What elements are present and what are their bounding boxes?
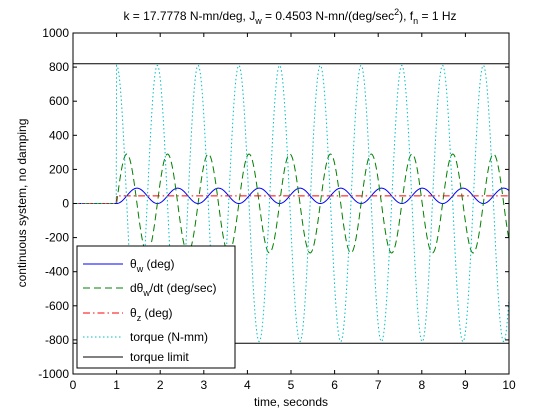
x-tick-label-5: 5: [288, 378, 295, 392]
title-fn-sub: n: [413, 16, 418, 26]
y-tick-label-0: 0: [62, 197, 69, 211]
x-tick-label-0: 0: [70, 378, 77, 392]
legend-label-torque: torque (N-mm): [130, 330, 208, 344]
title-jw-value: = 0.4503 N-mn/(deg/sec: [262, 9, 394, 23]
series-line-dtheta_w_dt: [73, 153, 510, 254]
title-fn-pre: ), f: [399, 9, 414, 23]
y-tick-label--400: -400: [45, 265, 69, 279]
legend-box: [76, 245, 236, 369]
y-tick-label-800: 800: [49, 60, 69, 74]
y-tick-label--600: -600: [45, 299, 69, 313]
legend-items: θw (deg) dθw/dt (deg/sec) θz (deg) torque (…: [83, 257, 217, 364]
x-tick-label-8: 8: [418, 378, 425, 392]
x-tick-label-9: 9: [462, 378, 469, 392]
ticks-layer: 0 1 2 3 4 5 6 7 8 9 10 -1000 -800 -600 -400 -200 0 200 400…: [38, 26, 516, 392]
y-tick-label--1000: -1000: [38, 367, 69, 381]
x-tick-label-10: 10: [502, 378, 516, 392]
y-tick-label-1000: 1000: [42, 26, 69, 40]
title-jw-sub: w: [254, 16, 262, 26]
legend-label-theta_z: θz (deg): [130, 306, 173, 323]
chart-title: k = 17.7778 N-mn/deg, Jw = 0.4503 N-mn/(…: [123, 7, 456, 26]
legend-label-dtheta_w_dt: dθw/dt (deg/sec): [130, 281, 217, 298]
title-k: k = 17.7778 N-mn/deg, J: [123, 9, 255, 23]
y-tick-label--200: -200: [45, 231, 69, 245]
y-tick-label-400: 400: [49, 128, 69, 142]
series-line-theta_w: [73, 187, 510, 205]
x-tick-label-2: 2: [157, 378, 164, 392]
legend-label-torque-limit: torque limit: [130, 350, 189, 364]
title-fn-value: = 1 Hz: [418, 9, 456, 23]
x-tick-label-4: 4: [244, 378, 251, 392]
x-tick-label-6: 6: [331, 378, 338, 392]
x-tick-label-7: 7: [375, 378, 382, 392]
y-axis-label: continuous system, no damping: [15, 119, 29, 288]
title-sq: 2: [394, 7, 399, 17]
y-tick-label--800: -800: [45, 333, 69, 347]
y-tick-label-200: 200: [49, 162, 69, 176]
legend: θw (deg) dθw/dt (deg/sec) θz (deg) torque (…: [76, 245, 236, 369]
x-axis-label: time, seconds: [254, 395, 328, 409]
legend-label-theta_w: θw (deg): [130, 257, 175, 274]
series-line-torque: [73, 64, 510, 343]
x-tick-label-1: 1: [113, 378, 120, 392]
x-tick-label-3: 3: [200, 378, 207, 392]
y-tick-label-600: 600: [49, 94, 69, 108]
